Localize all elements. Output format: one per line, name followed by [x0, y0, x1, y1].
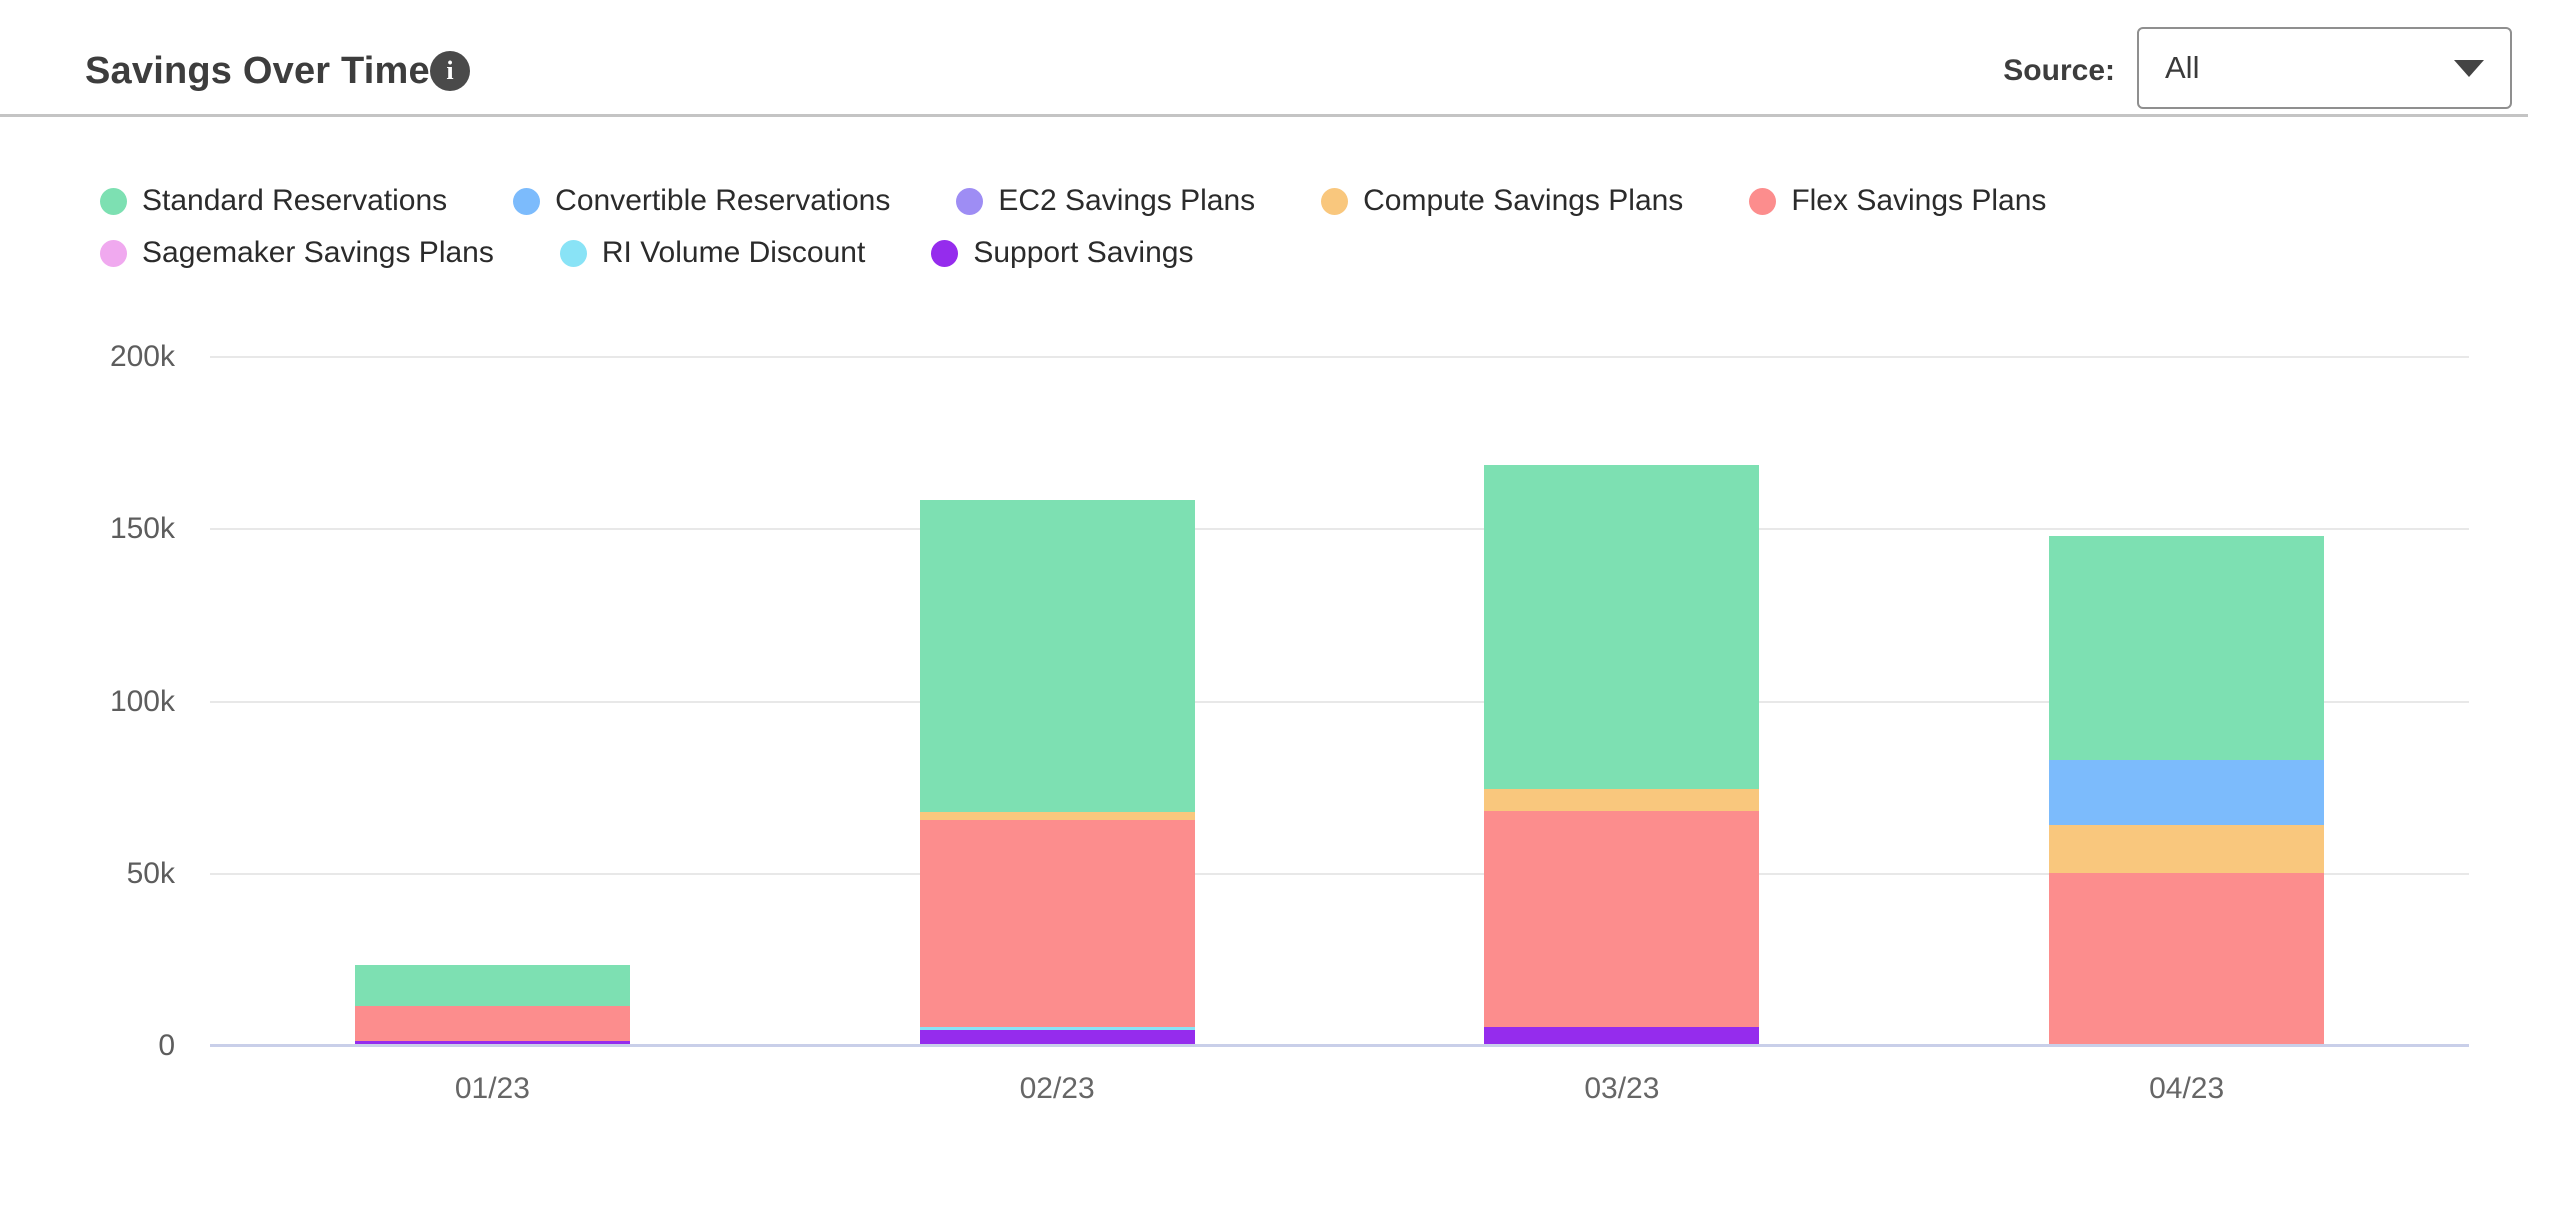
bar-03-23 — [1484, 465, 1760, 1044]
source-select-value: All — [2165, 50, 2200, 85]
source-select[interactable]: All — [2137, 27, 2512, 109]
legend-label: Convertible Reservations — [555, 184, 891, 217]
legend-item-sagemaker-savings-plans[interactable]: Sagemaker Savings Plans — [100, 235, 494, 271]
legend-item-standard-reservations[interactable]: Standard Reservations — [100, 183, 447, 219]
chart-legend: Standard Reservations Convertible Reserva… — [100, 183, 2460, 271]
bar-segment-convertible-reservations[interactable] — [2049, 759, 2325, 826]
legend-label: Standard Reservations — [142, 184, 448, 217]
x-tick-label: 01/23 — [454, 1072, 530, 1105]
bar-segment-flex-savings-plans[interactable] — [1484, 811, 1760, 1027]
y-tick-label: 50k — [126, 856, 175, 890]
legend-dot-icon — [100, 187, 127, 215]
bar-02-23 — [919, 499, 1195, 1044]
bar-segment-standard-reservations[interactable] — [2049, 535, 2325, 760]
legend-dot-icon — [1749, 187, 1777, 215]
bar-segment-standard-reservations[interactable] — [919, 499, 1195, 812]
legend-dot-icon — [1321, 187, 1349, 215]
legend-dot-icon — [559, 239, 587, 267]
y-tick-label: 100k — [109, 684, 175, 718]
y-tick-label: 150k — [109, 512, 175, 546]
bar-segment-support-savings[interactable] — [1484, 1026, 1760, 1044]
source-label: Source: — [2003, 54, 2115, 87]
legend-label: RI Volume Discount — [601, 236, 866, 269]
legend-dot-icon — [931, 239, 959, 267]
info-icon[interactable]: i — [430, 51, 470, 91]
bar-segment-flex-savings-plans[interactable] — [919, 820, 1195, 1027]
legend-dot-icon — [100, 239, 127, 267]
bar-04-23 — [2049, 535, 2325, 1044]
x-tick-label: 02/23 — [1019, 1072, 1095, 1105]
legend-label: Support Savings — [973, 236, 1194, 269]
header-divider — [0, 114, 2528, 117]
legend-dot-icon — [513, 187, 541, 215]
legend-item-convertible-reservations[interactable]: Convertible Reservations — [513, 183, 890, 219]
x-tick-label: 04/23 — [2149, 1072, 2225, 1105]
legend-dot-icon — [956, 187, 984, 215]
bar-segment-support-savings[interactable] — [354, 1040, 630, 1044]
bar-segment-flex-savings-plans[interactable] — [2049, 873, 2325, 1044]
bar-segment-ri-volume-discount[interactable] — [919, 1026, 1195, 1031]
x-tick-label: 03/23 — [1584, 1072, 1660, 1105]
x-axis-line — [210, 1044, 2469, 1047]
legend-item-ec2-savings-plans[interactable]: EC2 Savings Plans — [956, 183, 1255, 219]
gridline — [210, 700, 2469, 703]
legend-item-support-savings[interactable]: Support Savings — [931, 235, 1193, 271]
legend-item-flex-savings-plans[interactable]: Flex Savings Plans — [1749, 183, 2046, 219]
bar-segment-standard-reservations[interactable] — [1484, 465, 1760, 790]
bar-segment-standard-reservations[interactable] — [354, 964, 630, 1007]
chevron-down-icon — [2454, 59, 2484, 77]
legend-item-ri-volume-discount[interactable]: RI Volume Discount — [559, 235, 866, 271]
plot-area — [210, 356, 2469, 1047]
gridline — [210, 356, 2469, 358]
y-tick-label: 0 — [158, 1029, 175, 1062]
legend-label: EC2 Savings Plans — [998, 184, 1256, 217]
bar-segment-compute-savings-plans[interactable] — [2049, 825, 2325, 874]
legend-label: Flex Savings Plans — [1791, 184, 2047, 217]
bar-segment-compute-savings-plans[interactable] — [1484, 789, 1760, 812]
bar-segment-flex-savings-plans[interactable] — [354, 1006, 630, 1041]
bar-segment-compute-savings-plans[interactable] — [919, 811, 1195, 821]
gridline — [210, 872, 2469, 875]
gridline — [210, 528, 2469, 531]
legend-label: Sagemaker Savings Plans — [142, 236, 494, 269]
y-tick-label: 200k — [109, 340, 175, 373]
legend-label: Compute Savings Plans — [1363, 184, 1684, 217]
bar-segment-support-savings[interactable] — [919, 1030, 1195, 1044]
bar-01-23 — [354, 964, 630, 1044]
page-title: Savings Over Time — [85, 50, 430, 92]
legend-item-compute-savings-plans[interactable]: Compute Savings Plans — [1321, 183, 1683, 219]
